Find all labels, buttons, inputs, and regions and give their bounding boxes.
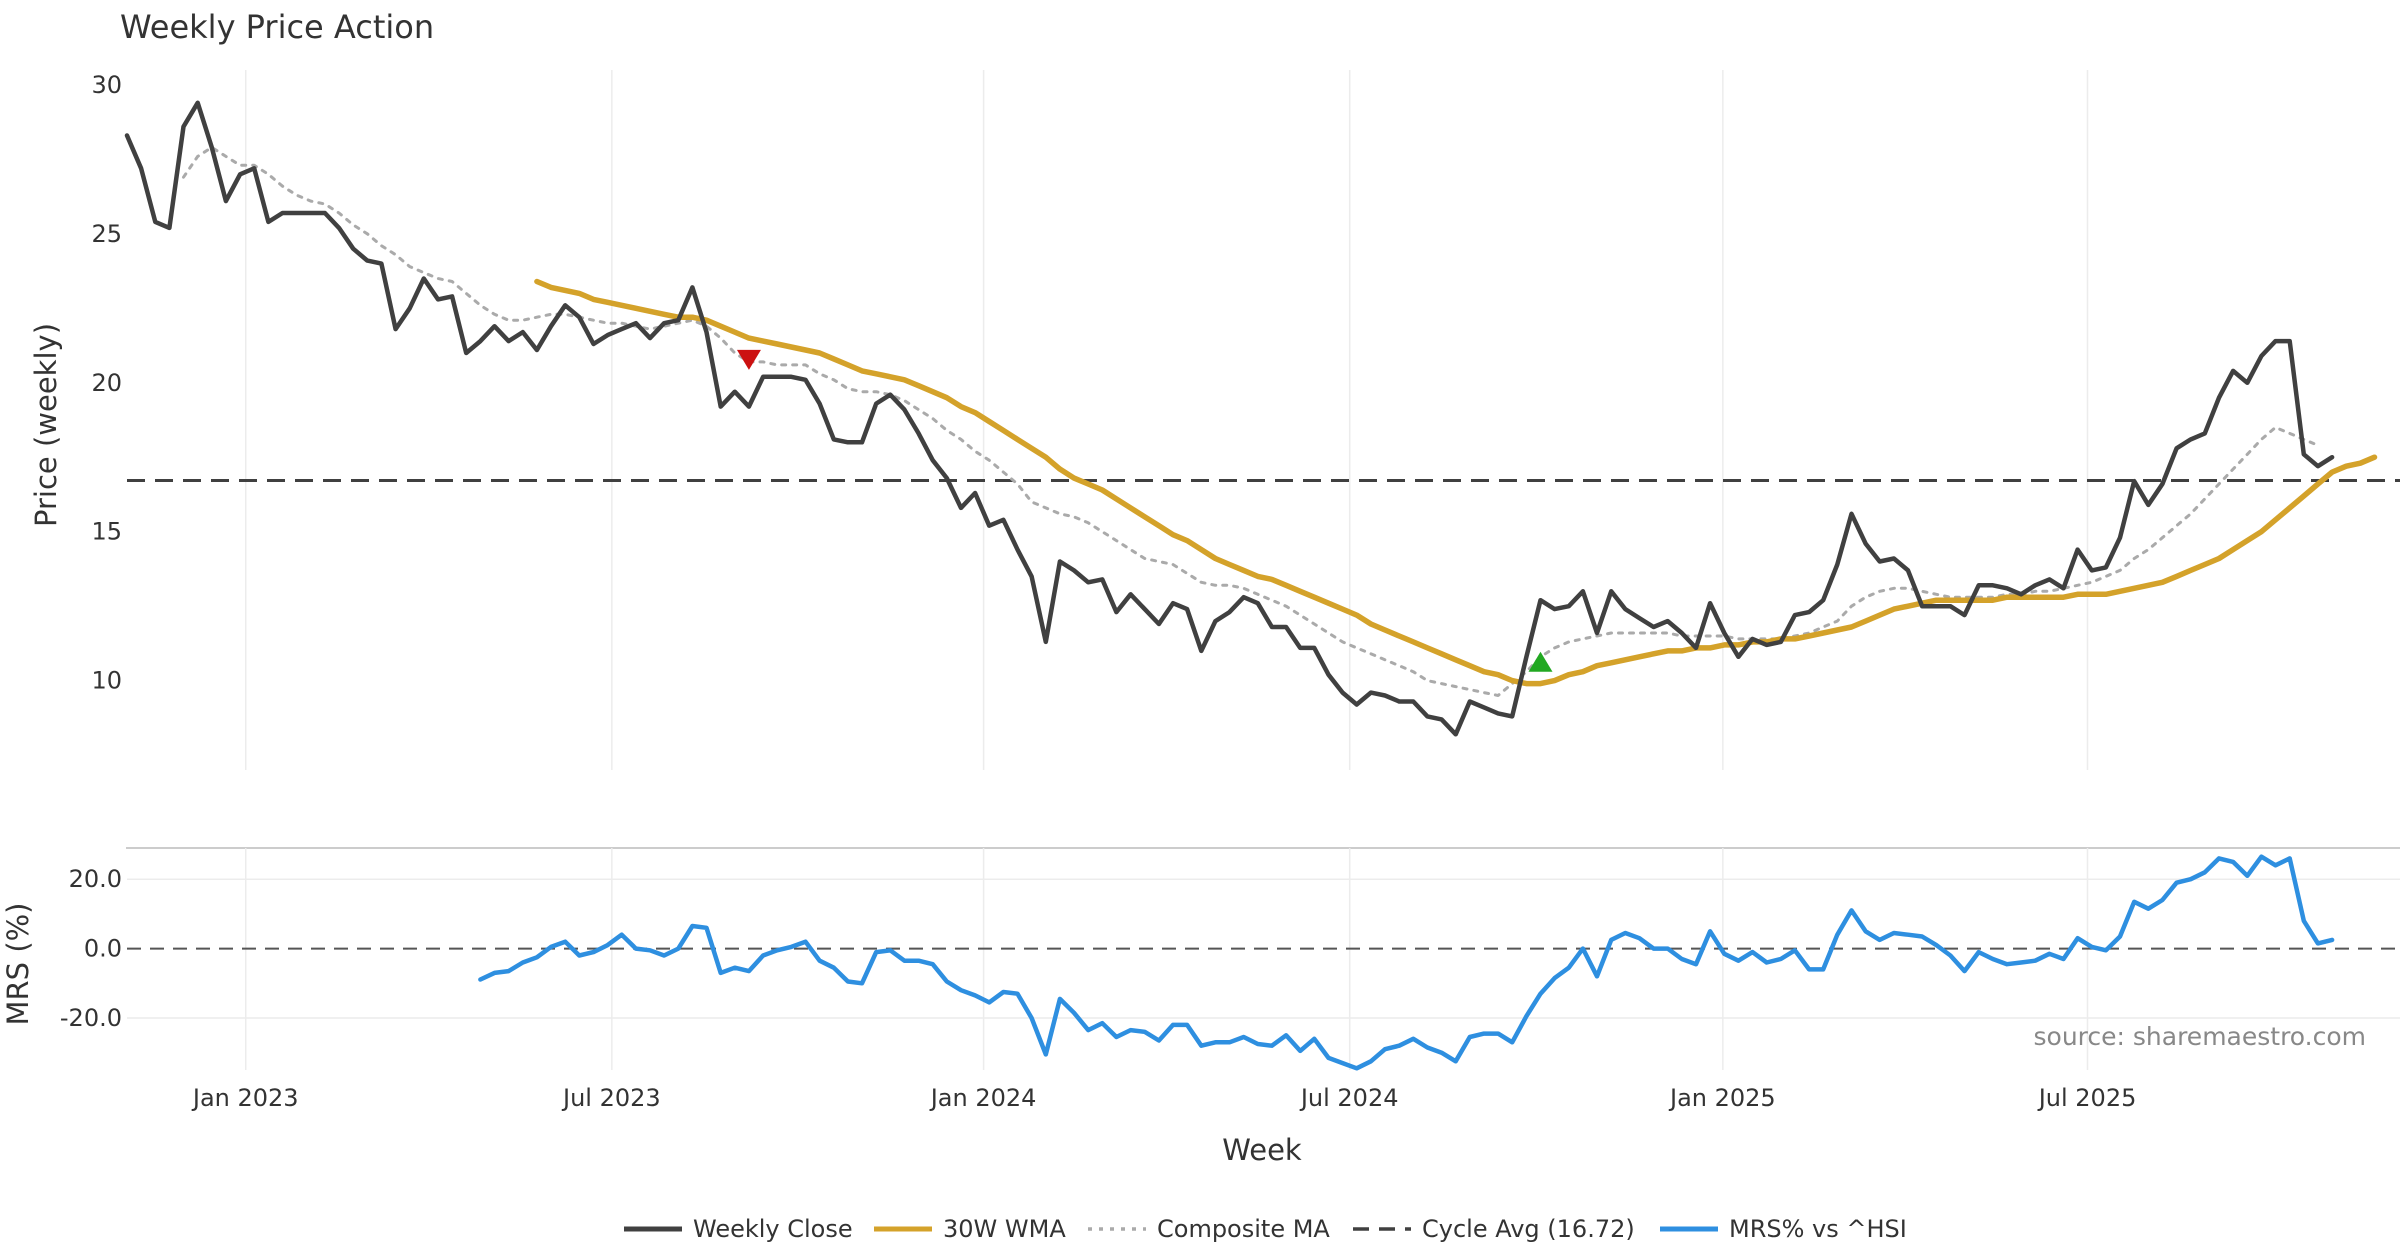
chart-title: Weekly Price Action — [120, 8, 434, 46]
price-y-tick-label: 10 — [91, 667, 122, 695]
x-tick-label: Jan 2023 — [191, 1084, 299, 1112]
legend-label: MRS% vs ^HSI — [1729, 1215, 1907, 1243]
price-y-tick-label: 25 — [91, 220, 122, 248]
mrs-line — [478, 854, 2335, 1071]
price-y-tick-label: 15 — [91, 518, 122, 546]
mrs-panel: -20.0 0.0 20.0 MRS (%) source: sharemaestr… — [1, 847, 2400, 1071]
price-y-tick-labels: 10 15 20 25 30 — [91, 71, 122, 695]
mrs-series-group — [478, 854, 2335, 1071]
30w-wma-line — [534, 278, 2378, 687]
legend: Weekly Close 30W WMA Composite MA Cycle Avg… — [624, 1215, 1907, 1243]
legend-label: Cycle Avg (16.72) — [1422, 1215, 1635, 1243]
weekly-close-line — [124, 100, 2335, 737]
composite-ma-line — [182, 145, 2320, 697]
mrs-y-axis-label: MRS (%) — [1, 903, 35, 1026]
legend-label: Composite MA — [1157, 1215, 1330, 1243]
buy-signal-marker — [1528, 651, 1553, 672]
x-tick-label: Jan 2025 — [1668, 1084, 1776, 1112]
legend-label: 30W WMA — [943, 1215, 1066, 1243]
mrs-y-tick-label: -20.0 — [60, 1004, 122, 1032]
mrs-y-tick-label: 0.0 — [84, 935, 122, 963]
mrs-y-tick-label: 20.0 — [69, 865, 122, 893]
x-tick-label: Jul 2023 — [561, 1084, 661, 1112]
mrs-gridlines — [127, 848, 2400, 1070]
price-panel: 10 15 20 25 30 Price (weekly) — [29, 70, 2400, 770]
legend-label: Weekly Close — [693, 1215, 853, 1243]
x-axis-label: Week — [1222, 1133, 1302, 1167]
price-y-tick-label: 20 — [91, 369, 122, 397]
x-tick-label: Jul 2025 — [2037, 1084, 2137, 1112]
mrs-y-tick-labels: -20.0 0.0 20.0 — [60, 865, 122, 1032]
x-tick-label: Jan 2024 — [929, 1084, 1037, 1112]
price-series-group — [124, 100, 2378, 737]
price-y-tick-label: 30 — [91, 71, 122, 99]
source-label: source: sharemaestro.com — [2034, 1022, 2367, 1051]
x-tick-labels: Jan 2023 Jul 2023 Jan 2024 Jul 2024 Jan 2025… — [191, 1084, 2136, 1112]
price-gridlines — [244, 70, 2089, 770]
signal-markers — [736, 349, 1553, 672]
sell-signal-marker — [736, 349, 761, 370]
price-y-axis-label: Price (weekly) — [29, 323, 63, 527]
x-tick-label: Jul 2024 — [1299, 1084, 1399, 1112]
